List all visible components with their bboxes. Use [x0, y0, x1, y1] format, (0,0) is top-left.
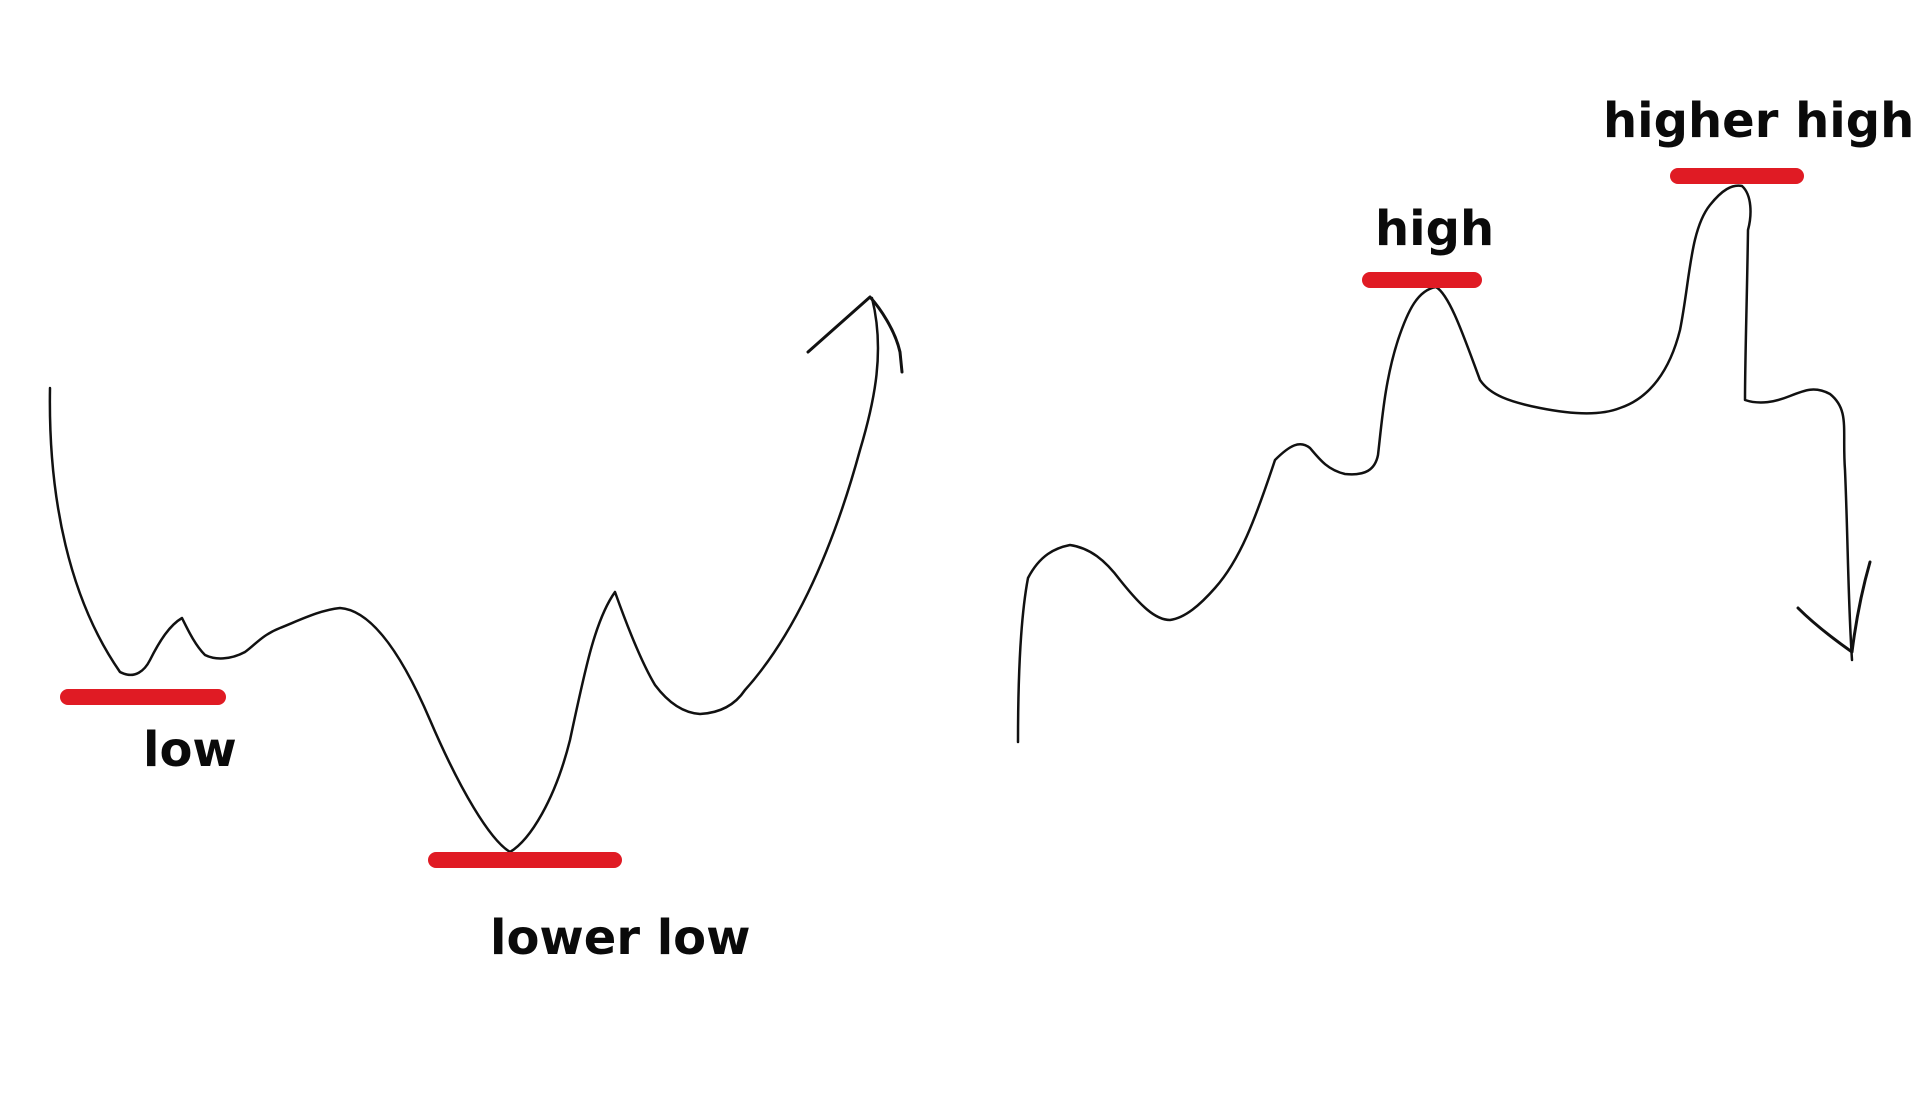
left-arrowhead	[806, 295, 904, 374]
right-arrowhead	[1796, 560, 1872, 654]
high-label: high	[1375, 201, 1494, 257]
left-panel: low lower low	[48, 295, 904, 966]
lower-low-label: lower low	[490, 910, 750, 966]
right-price-line	[1016, 184, 1854, 744]
low-label: low	[143, 722, 237, 778]
higher-high-label: higher high	[1603, 93, 1914, 149]
right-panel: high higher high	[1016, 93, 1914, 744]
left-price-line	[48, 296, 880, 854]
